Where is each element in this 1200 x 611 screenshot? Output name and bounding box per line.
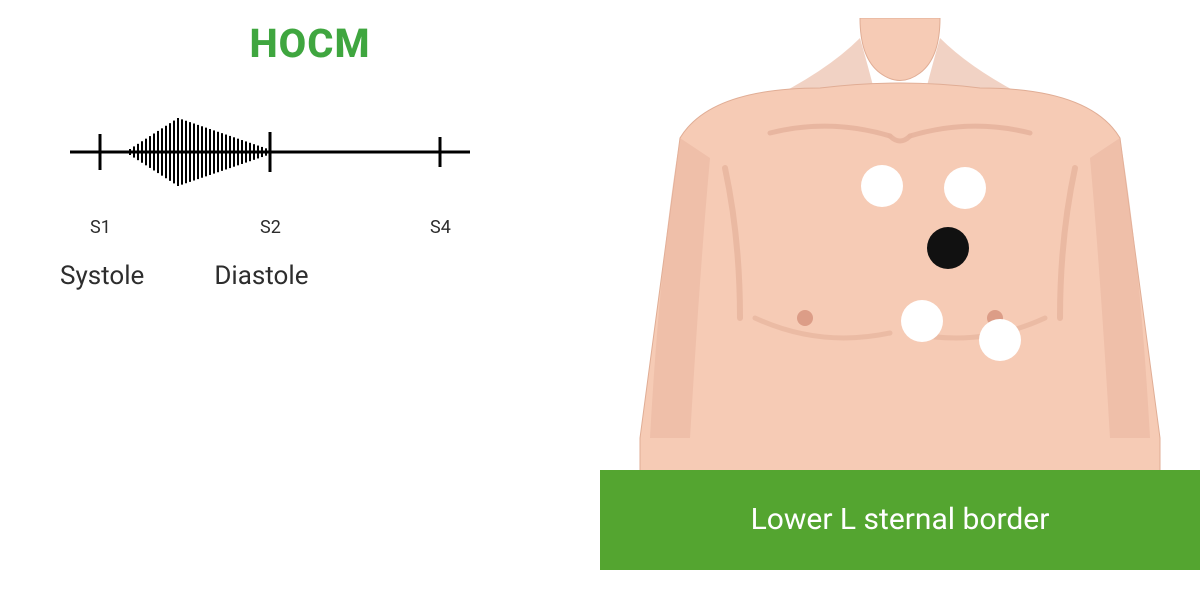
tick-labels-row: S1 S2 S4 bbox=[60, 217, 480, 241]
ausc-point-tricuspid bbox=[901, 300, 943, 342]
torso-illustration bbox=[620, 18, 1180, 538]
diagram-title: HOCM bbox=[60, 20, 560, 67]
phase-label: Systole bbox=[60, 261, 144, 291]
tick-label: S1 bbox=[90, 217, 111, 238]
ausc-point-lsb bbox=[927, 227, 969, 269]
tick-label: S4 bbox=[430, 217, 451, 238]
left-panel: HOCM S1 S2 S4 Systole Diastole bbox=[0, 0, 600, 611]
phono-diagram: S1 S2 S4 Systole Diastole bbox=[60, 97, 480, 291]
ausc-point-pulmonic bbox=[944, 167, 986, 209]
right-panel: Lower L sternal border bbox=[600, 0, 1200, 611]
phono-svg bbox=[60, 97, 480, 207]
ausc-point-mitral bbox=[979, 319, 1021, 361]
phase-labels-row: Systole Diastole bbox=[60, 261, 480, 291]
location-caption: Lower L sternal border bbox=[600, 470, 1200, 570]
ausc-point-aortic bbox=[861, 165, 903, 207]
phase-label: Diastole bbox=[214, 261, 308, 291]
root: HOCM S1 S2 S4 Systole Diastole Lower L ster… bbox=[0, 0, 1200, 611]
tick-label: S2 bbox=[260, 217, 281, 238]
